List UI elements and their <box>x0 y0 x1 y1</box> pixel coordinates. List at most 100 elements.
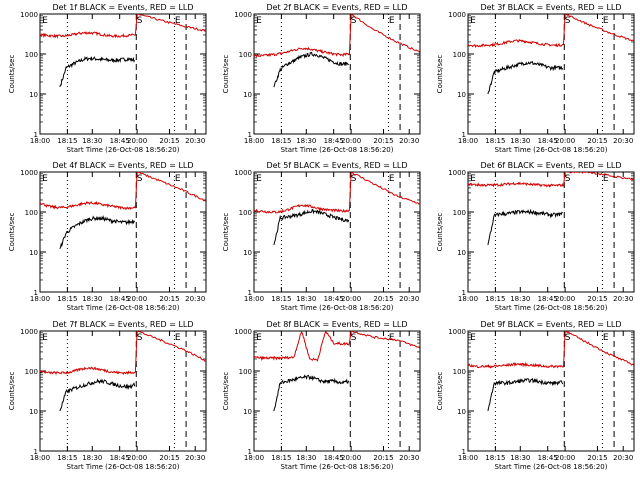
x-tick-label: 20:00 <box>341 137 361 145</box>
plot-frame <box>467 171 635 293</box>
x-tick-label: 20:00 <box>341 454 361 462</box>
x-tick-label: 18:30 <box>510 454 530 462</box>
y-axis-label: Counts/sec <box>8 55 16 94</box>
x-tick-label: 18:45 <box>538 454 558 462</box>
x-tick-label: 18:30 <box>296 295 316 303</box>
marker-e: E <box>256 16 262 26</box>
y-tick-label: 10 <box>243 249 252 257</box>
y-tick-label: 1000 <box>20 169 38 177</box>
x-tick-label: 18:45 <box>324 137 344 145</box>
y-tick-label: 10 <box>457 249 466 257</box>
lld-series <box>40 331 206 376</box>
panel-det-8: Det 8f BLACK = Events, RED = LLD 1 10 100 10… <box>222 320 421 471</box>
x-tick-label: 18:15 <box>271 454 291 462</box>
marker-e: E <box>42 333 48 343</box>
events-series <box>273 51 349 88</box>
x-tick-label: 18:45 <box>538 295 558 303</box>
marker-e: E <box>389 174 395 184</box>
events-series <box>487 208 563 246</box>
x-tick-label: 18:30 <box>296 137 316 145</box>
y-tick-label: 100 <box>239 51 252 59</box>
x-tick-label: 18:15 <box>271 137 291 145</box>
marker-s: S <box>137 333 143 343</box>
marker-e: E <box>603 174 609 184</box>
plot-frame <box>467 13 635 135</box>
marker-e: E <box>42 174 48 184</box>
x-tick-label: 18:15 <box>485 454 505 462</box>
x-tick-label: 18:15 <box>485 137 505 145</box>
lld-series <box>40 172 206 211</box>
marker-s: S <box>565 16 571 26</box>
x-tick-label: 20:15 <box>373 454 393 462</box>
x-axis-label: Start Time (26-Oct-08 18:56:20) <box>281 463 394 471</box>
x-tick-label: 18:30 <box>296 454 316 462</box>
x-axis-label: Start Time (26-Oct-08 18:56:20) <box>281 304 394 312</box>
x-tick-label: 20:00 <box>555 295 575 303</box>
marker-e: E <box>42 16 48 26</box>
y-axis-label: Counts/sec <box>222 213 230 252</box>
x-tick-label: 18:30 <box>82 295 102 303</box>
y-tick-label: 100 <box>453 368 466 376</box>
y-tick-label: 1 <box>248 289 252 297</box>
x-tick-label: 18:00 <box>30 295 50 303</box>
events-series <box>273 209 350 246</box>
y-axis-label: Counts/sec <box>8 372 16 411</box>
x-tick-label: 20:00 <box>341 295 361 303</box>
x-tick-label: 18:15 <box>271 295 291 303</box>
x-tick-label: 18:45 <box>538 137 558 145</box>
y-tick-label: 1000 <box>20 11 38 19</box>
panel-title: Det 6f BLACK = Events, RED = LLD <box>480 161 621 170</box>
marker-e: E <box>256 333 262 343</box>
y-tick-label: 10 <box>29 249 38 257</box>
x-tick-label: 18:00 <box>244 295 264 303</box>
y-tick-label: 1000 <box>234 169 252 177</box>
x-tick-label: 20:15 <box>373 295 393 303</box>
x-tick-label: 18:45 <box>324 454 344 462</box>
marker-s: S <box>565 333 571 343</box>
panel-det-9: Det 9f BLACK = Events, RED = LLD 1 10 100 10… <box>436 320 635 471</box>
y-tick-label: 100 <box>239 209 252 217</box>
y-tick-label: 1000 <box>448 11 466 19</box>
x-tick-label: 18:15 <box>57 137 77 145</box>
lld-series <box>468 14 634 49</box>
y-tick-label: 10 <box>243 91 252 99</box>
lld-series <box>468 331 634 369</box>
marker-s: S <box>137 16 143 26</box>
y-axis-label: Counts/sec <box>222 55 230 94</box>
y-tick-label: 1000 <box>234 11 252 19</box>
y-tick-label: 100 <box>25 368 38 376</box>
x-tick-label: 20:15 <box>159 295 179 303</box>
x-tick-label: 20:00 <box>555 454 575 462</box>
lld-series <box>254 14 420 58</box>
y-tick-label: 10 <box>457 91 466 99</box>
x-tick-label: 18:30 <box>510 137 530 145</box>
marker-e: E <box>603 16 609 26</box>
events-series <box>59 378 136 412</box>
x-tick-label: 20:30 <box>185 137 205 145</box>
marker-e: E <box>175 16 181 26</box>
x-tick-label: 18:15 <box>57 454 77 462</box>
y-tick-label: 1000 <box>234 328 252 336</box>
x-tick-label: 18:00 <box>244 454 264 462</box>
events-series <box>59 215 136 249</box>
plot-frame <box>467 330 635 452</box>
y-tick-label: 10 <box>243 408 252 416</box>
x-tick-label: 20:30 <box>185 295 205 303</box>
y-tick-label: 1000 <box>448 169 466 177</box>
x-tick-label: 18:00 <box>30 454 50 462</box>
x-tick-label: 20:00 <box>127 295 147 303</box>
marker-s: S <box>351 333 357 343</box>
x-tick-label: 20:15 <box>587 137 607 145</box>
x-tick-label: 18:45 <box>110 137 130 145</box>
panel-det-2: Det 2f BLACK = Events, RED = LLD 1 10 100 10… <box>222 3 421 154</box>
plot-frame <box>253 330 421 452</box>
y-tick-label: 10 <box>29 408 38 416</box>
marker-s: S <box>351 16 357 26</box>
panel-det-1: Det 1f BLACK = Events, RED = LLD 1 10 100 10… <box>8 3 207 154</box>
marker-e: E <box>175 333 181 343</box>
y-tick-label: 1000 <box>20 328 38 336</box>
marker-e: E <box>603 333 609 343</box>
panel-title: Det 3f BLACK = Events, RED = LLD <box>480 3 621 12</box>
y-tick-label: 100 <box>453 51 466 59</box>
x-tick-label: 18:45 <box>324 295 344 303</box>
